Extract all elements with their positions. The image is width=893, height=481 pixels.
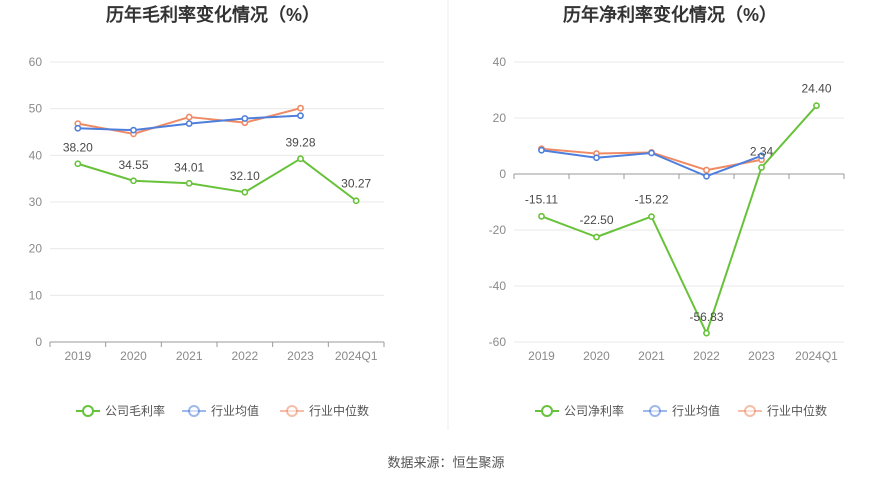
legend-marker-icon: [82, 405, 94, 417]
data-point: [703, 172, 710, 180]
x-tick-label: 2023: [287, 349, 314, 363]
data-point: [648, 213, 655, 221]
y-tick-label: 50: [29, 102, 43, 116]
y-tick-label: -60: [489, 335, 507, 349]
data-point: [130, 177, 137, 185]
data-point: [130, 126, 137, 134]
legend-item[interactable]: 行业均值: [182, 403, 259, 418]
y-tick-label: 40: [29, 148, 43, 162]
legend-marker-icon: [286, 405, 298, 417]
data-label: -15.11: [525, 192, 558, 206]
data-point: [703, 166, 710, 174]
legend-label: 公司净利率: [564, 403, 624, 418]
data-point: [74, 160, 82, 168]
data-point: [241, 188, 249, 196]
y-tick-label: 0: [35, 335, 42, 349]
data-label: 24.40: [801, 82, 831, 96]
y-tick-label: 40: [493, 55, 507, 69]
data-label: 32.10: [230, 169, 260, 183]
x-tick-label: 2021: [176, 349, 203, 363]
data-label: 39.28: [285, 136, 315, 150]
y-tick-label: 20: [493, 111, 507, 125]
data-point: [813, 102, 820, 110]
legend-item[interactable]: 公司净利率: [535, 403, 624, 418]
gross-margin-chart: 历年毛利率变化情况（%） 0 10 20 30 40 50 60 2019 2020 2021 20…: [29, 4, 385, 418]
y-tick-label: -20: [489, 223, 507, 237]
legend-label: 行业中位数: [309, 403, 369, 418]
legend-item[interactable]: 行业均值: [643, 403, 720, 418]
data-point: [758, 152, 765, 160]
legend-item[interactable]: 行业中位数: [738, 403, 827, 418]
y-tick-label: 30: [29, 195, 43, 209]
data-point: [185, 120, 193, 127]
legend-item[interactable]: 行业中位数: [280, 403, 369, 418]
legend-marker-icon: [649, 405, 661, 417]
data-point: [758, 164, 765, 171]
chart-title: 历年净利率变化情况（%）: [563, 4, 777, 25]
data-point: [648, 149, 655, 157]
data-point: [538, 212, 545, 220]
y-tick-label: 60: [29, 55, 43, 69]
legend-label: 行业中位数: [767, 403, 827, 418]
data-label: 34.01: [174, 160, 204, 174]
x-tick-label: 2022: [231, 349, 258, 363]
x-tick-label: 2021: [638, 349, 665, 363]
data-point: [297, 104, 304, 112]
x-tick-label: 2023: [748, 349, 775, 363]
data-point: [593, 154, 600, 162]
x-tick-label: 2024Q1: [335, 349, 378, 363]
data-point: [297, 155, 304, 163]
legend-label: 行业均值: [672, 403, 720, 418]
net-margin-chart: 历年净利率变化情况（%） -60 -40 -20 0 20 40 2019 2020 2021 2…: [489, 4, 845, 418]
legend-marker-icon: [541, 405, 553, 417]
legend-label: 公司毛利率: [105, 403, 165, 418]
legend-marker-icon: [188, 405, 200, 417]
data-label: -56.83: [689, 310, 723, 324]
x-tick-label: 2020: [583, 349, 610, 363]
data-point: [74, 124, 82, 132]
chart-title: 历年毛利率变化情况（%）: [106, 4, 320, 25]
data-point: [297, 112, 304, 120]
data-label: 34.55: [118, 158, 148, 172]
y-tick-label: -40: [489, 279, 507, 293]
data-label: 30.27: [341, 177, 371, 191]
data-point: [185, 113, 193, 121]
y-tick-label: 20: [29, 242, 43, 256]
data-point: [352, 197, 360, 205]
legend-item[interactable]: 公司毛利率: [76, 403, 165, 418]
y-tick-label: 10: [29, 288, 43, 302]
x-tick-label: 2024Q1: [795, 349, 838, 363]
data-source: 数据来源：恒生聚源: [387, 455, 504, 470]
data-point: [593, 233, 600, 241]
x-tick-label: 2022: [693, 349, 720, 363]
series-line-0: [541, 105, 818, 335]
data-label: 2.34: [750, 144, 774, 158]
x-tick-label: 2019: [528, 349, 555, 363]
data-label: 38.20: [63, 141, 93, 155]
data-point: [703, 329, 710, 337]
data-point: [241, 115, 249, 122]
series-line-0: [77, 157, 357, 202]
legend-marker-icon: [744, 405, 756, 417]
data-label: -22.50: [579, 213, 613, 227]
x-tick-label: 2019: [64, 349, 91, 363]
data-point: [185, 179, 193, 187]
data-point: [538, 146, 545, 154]
x-tick-label: 2020: [120, 349, 147, 363]
data-label: -15.22: [634, 193, 668, 207]
y-tick-label: 0: [499, 167, 506, 181]
legend-label: 行业均值: [211, 403, 259, 418]
